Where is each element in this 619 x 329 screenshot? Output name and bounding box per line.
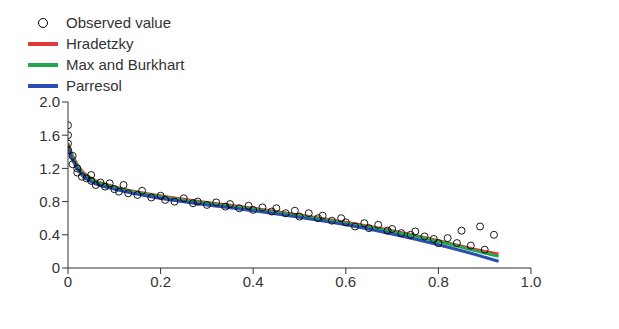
svg-text:0.6: 0.6 — [335, 273, 356, 290]
svg-text:0.2: 0.2 — [150, 273, 171, 290]
svg-text:0.4: 0.4 — [39, 226, 60, 243]
html-text:Max and Burkhart: Max and Burkhart — [66, 56, 185, 73]
svg-text:0.8: 0.8 — [39, 193, 60, 210]
svg-text:0.4: 0.4 — [243, 273, 264, 290]
svg-text:0.8: 0.8 — [428, 273, 449, 290]
svg-text:2.0: 2.0 — [39, 93, 60, 110]
svg-text:0: 0 — [64, 273, 72, 290]
html-text:Hradetzky: Hradetzky — [66, 35, 134, 52]
html-text:Observed value: Observed value — [66, 14, 172, 31]
svg-text:1.6: 1.6 — [39, 127, 60, 144]
svg-text:1.2: 1.2 — [39, 160, 60, 177]
html-text:Parresol: Parresol — [66, 77, 122, 94]
svg-text:1.0: 1.0 — [521, 273, 542, 290]
svg-text:0: 0 — [52, 259, 60, 276]
